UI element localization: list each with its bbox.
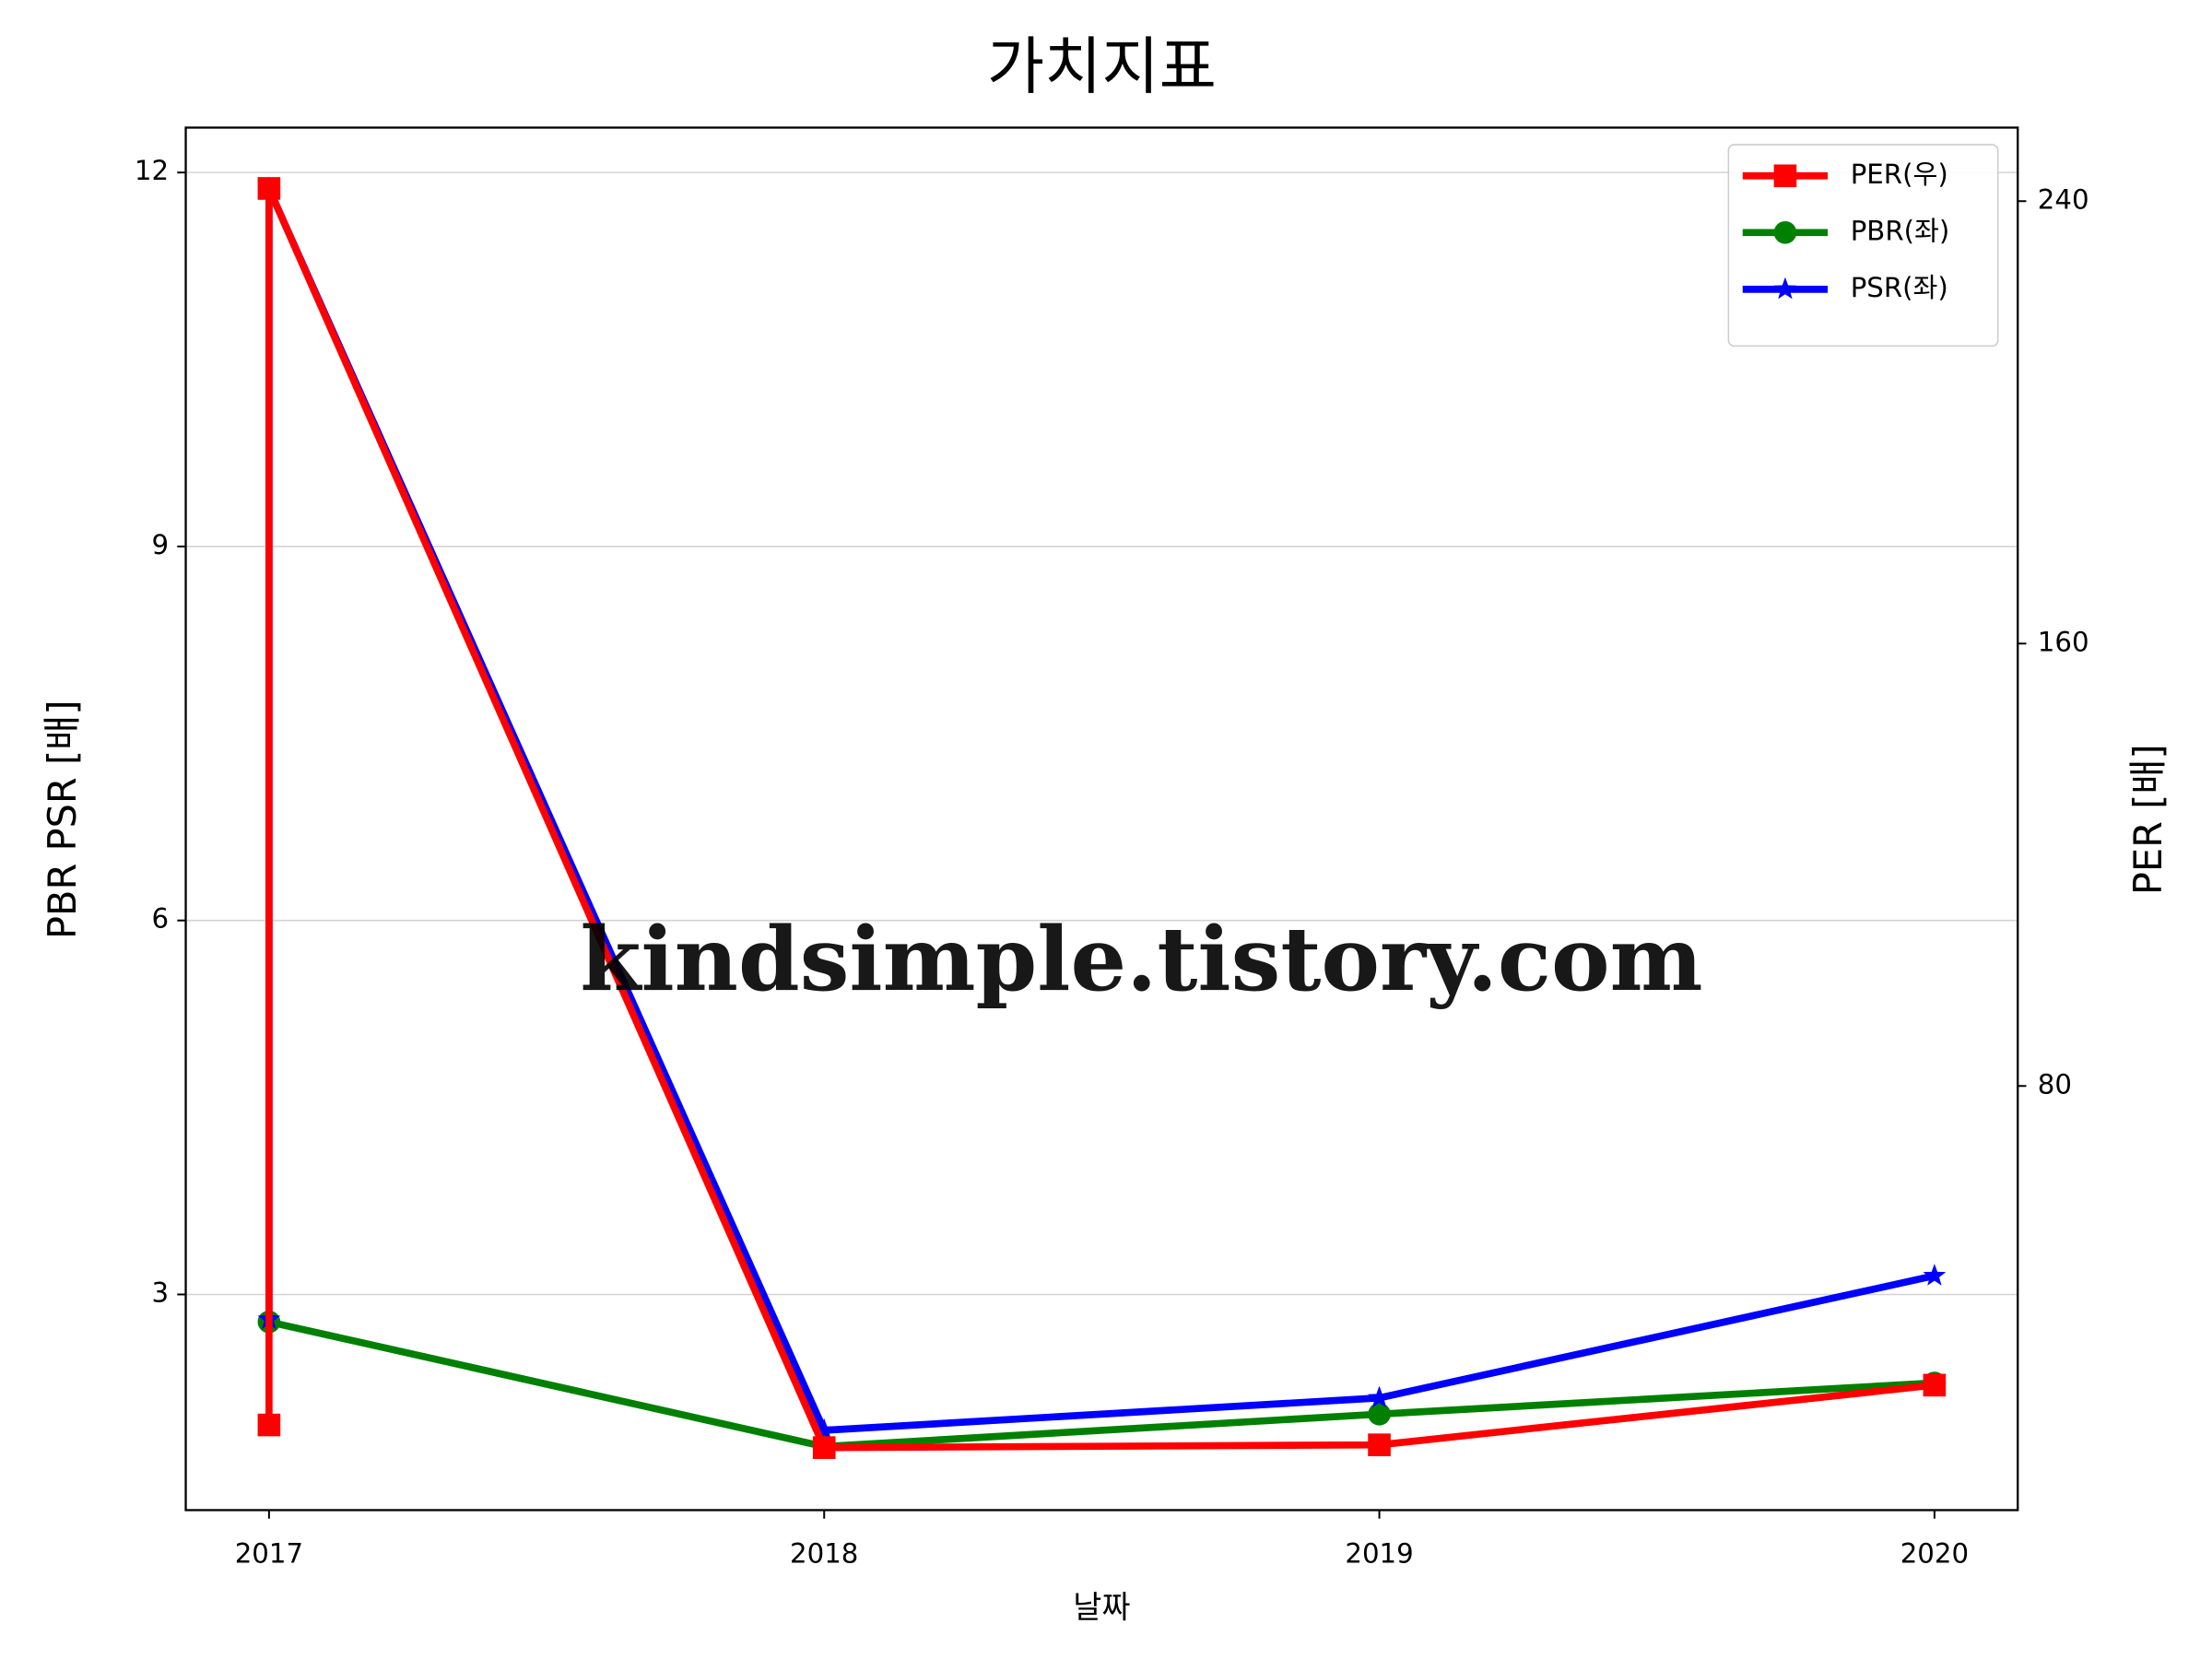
y-tick-label: 12 xyxy=(135,155,169,186)
legend-label: PBR(좌) xyxy=(1851,215,1950,246)
series-line xyxy=(265,184,1936,1452)
y-tick-label: 3 xyxy=(151,1277,169,1308)
series-line xyxy=(268,1318,1936,1451)
x-tick-label: 2019 xyxy=(1345,1538,1413,1570)
marker xyxy=(1773,164,1797,188)
marker xyxy=(1773,221,1797,244)
marker xyxy=(812,1418,836,1441)
y2-tick-label: 240 xyxy=(2038,183,2089,215)
chart-title: 가치지표 xyxy=(987,29,1217,102)
marker xyxy=(1368,1433,1391,1456)
watermark: kindsimple.tistory.com xyxy=(580,908,1702,1011)
marker xyxy=(257,177,281,200)
marker xyxy=(1923,1264,1947,1286)
marker xyxy=(812,1436,836,1459)
marker xyxy=(1923,1373,1947,1397)
series-line xyxy=(265,184,1936,1434)
y-tick-label: 9 xyxy=(151,529,169,560)
plot-frame xyxy=(184,126,2019,1512)
y2-axis-label: PER [배] xyxy=(2125,744,2171,895)
y-tick-label: 6 xyxy=(151,903,169,935)
x-tick-label: 2017 xyxy=(235,1538,303,1570)
legend-label: PER(우) xyxy=(1851,159,1948,190)
legend: PER(우) PBR(좌) PSR(좌) xyxy=(1727,144,1999,347)
marker xyxy=(1368,1403,1391,1426)
marker xyxy=(257,1413,281,1437)
x-tick-label: 2018 xyxy=(790,1538,858,1570)
y-axis-label: PBR PSR [배] xyxy=(40,700,85,939)
x-tick-label: 2020 xyxy=(1900,1538,1969,1570)
legend-box xyxy=(1727,144,1999,347)
x-axis-label: 날짜 xyxy=(1073,1590,1130,1626)
legend-label: PSR(좌) xyxy=(1851,272,1948,303)
y2-tick-label: 160 xyxy=(2038,626,2089,657)
marker xyxy=(1773,276,1797,300)
y2-tick-label: 80 xyxy=(2038,1068,2072,1100)
marker xyxy=(1368,1385,1391,1408)
